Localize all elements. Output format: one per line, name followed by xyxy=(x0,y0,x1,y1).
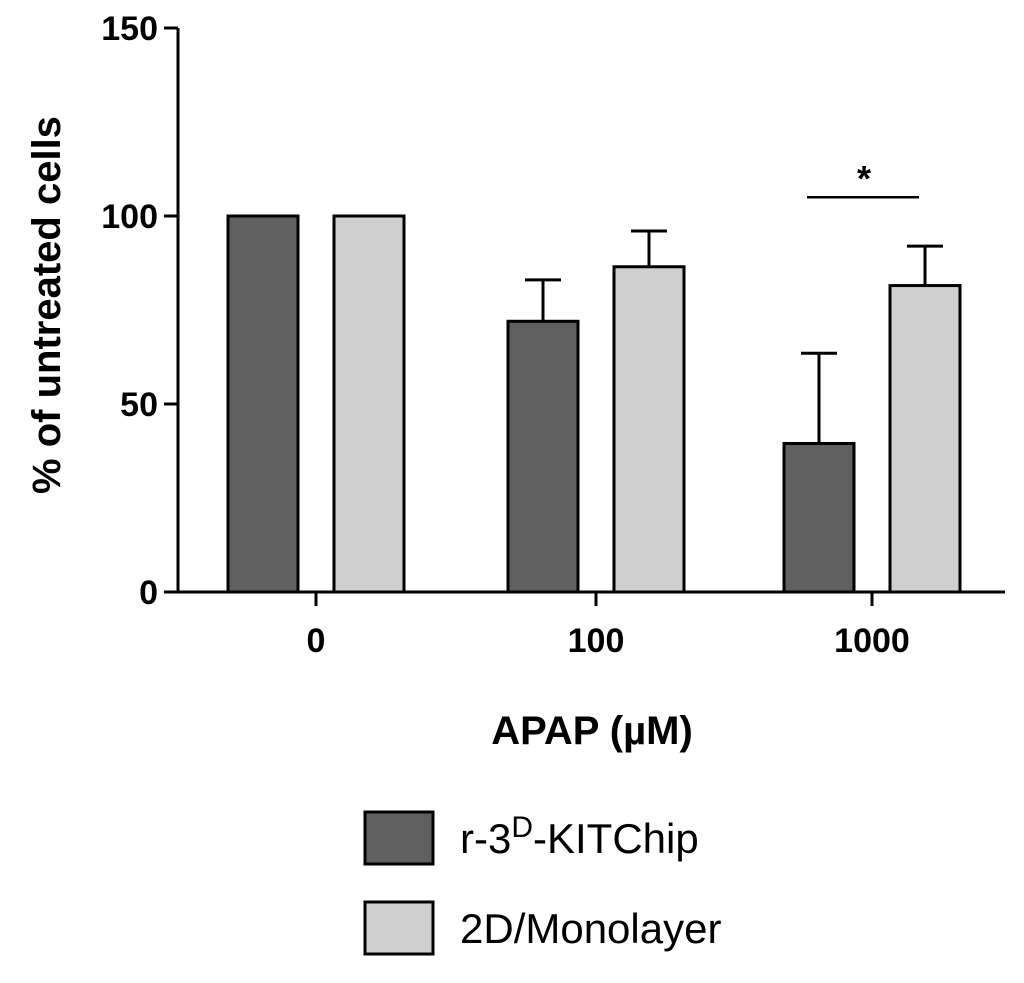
chart-axes: 0 50 100 150 0 100 1000 xyxy=(101,10,1005,660)
legend-label-r-3d-kitchip: r-3D-KITChip xyxy=(460,811,699,863)
legend-label-2d-monolayer: 2D/Monolayer xyxy=(460,905,721,952)
legend-label-suffix: -KITChip xyxy=(533,815,699,862)
bar-r-3d-kitchip-100 xyxy=(506,319,580,594)
legend-swatch-2d-monolayer xyxy=(363,900,435,956)
x-tick-label: 100 xyxy=(568,622,625,660)
legend-label-prefix: r-3 xyxy=(460,815,511,862)
y-tick-label: 0 xyxy=(139,574,158,612)
bar-2d-monolayer-100 xyxy=(612,265,686,594)
bar-2d-monolayer-1000 xyxy=(888,284,962,594)
legend-label-superscript: D xyxy=(511,811,533,844)
chart-annotations: * xyxy=(807,158,919,199)
significance-label: * xyxy=(857,158,871,199)
y-axis-title: % of untreated cells xyxy=(25,116,69,494)
y-tick-label: 150 xyxy=(101,10,158,48)
y-tick-label: 50 xyxy=(120,386,158,424)
y-tick-label: 100 xyxy=(101,198,158,236)
x-tick-label: 0 xyxy=(307,622,326,660)
chart-legend: r-3D-KITChip 2D/Monolayer xyxy=(363,810,721,956)
legend-swatch-r-3d-kitchip xyxy=(363,810,435,866)
bar-2d-monolayer-0 xyxy=(332,214,406,594)
chart-error-bars xyxy=(525,229,943,444)
x-tick-label: 1000 xyxy=(834,622,910,660)
chart-bars xyxy=(226,214,962,594)
bar-r-3d-kitchip-1000 xyxy=(782,441,856,594)
bar-r-3d-kitchip-0 xyxy=(226,214,300,594)
x-axis-title: APAP (µM) xyxy=(491,709,693,753)
